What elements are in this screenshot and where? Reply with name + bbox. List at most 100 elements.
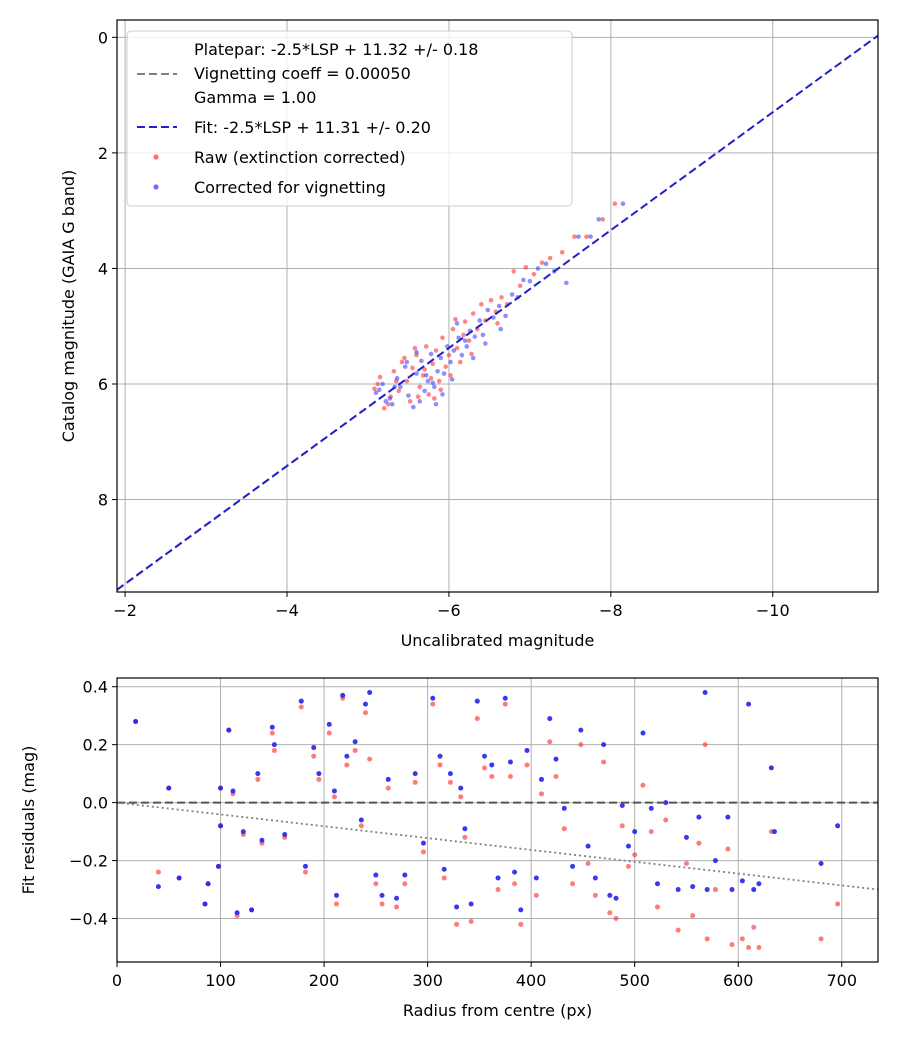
data-point-1-9 bbox=[414, 371, 419, 376]
data-point-0-56 bbox=[533, 892, 539, 898]
data-point-1-53 bbox=[414, 349, 419, 355]
legend-entry-3: Fit: -2.5*LSP + 11.31 +/- 0.20 bbox=[194, 118, 431, 137]
data-point-1-59 bbox=[553, 756, 559, 762]
data-point-1-39 bbox=[430, 695, 436, 701]
data-point-1-6 bbox=[215, 863, 221, 869]
data-point-1-74 bbox=[663, 800, 669, 806]
legend: Platepar: -2.5*LSP + 11.32 +/- 0.18 Vigne… bbox=[126, 30, 573, 207]
data-point-0-51 bbox=[502, 701, 508, 707]
plot-area bbox=[117, 689, 878, 951]
data-point-1-34 bbox=[385, 776, 391, 782]
data-point-1-4 bbox=[394, 375, 400, 381]
data-point-1-68 bbox=[619, 803, 625, 809]
data-point-0-57 bbox=[539, 791, 545, 797]
data-point-1-26 bbox=[477, 318, 482, 323]
data-point-0-26 bbox=[470, 311, 476, 316]
data-point-1-2 bbox=[166, 785, 172, 791]
data-point-1-30 bbox=[496, 303, 502, 309]
data-point-1-69 bbox=[625, 843, 631, 849]
data-point-0-62 bbox=[578, 742, 584, 748]
data-point-1-56 bbox=[533, 875, 539, 881]
data-point-1-8 bbox=[218, 823, 224, 829]
data-point-1-84 bbox=[739, 878, 745, 884]
data-point-0-13 bbox=[423, 344, 429, 349]
data-point-0-38 bbox=[420, 849, 426, 855]
data-point-1-55 bbox=[377, 387, 382, 393]
data-point-0-44 bbox=[458, 794, 464, 800]
data-point-1-4 bbox=[202, 901, 208, 907]
series-0 bbox=[372, 201, 618, 411]
data-point-1-35 bbox=[394, 895, 400, 901]
data-point-1-41 bbox=[588, 234, 593, 239]
data-point-1-25 bbox=[472, 334, 478, 339]
data-point-0-80 bbox=[704, 936, 710, 942]
y-tick-label-2: 0.0 bbox=[83, 794, 108, 813]
data-point-1-54 bbox=[518, 907, 524, 913]
data-point-1-42 bbox=[447, 771, 453, 777]
x-tick-label-6: 600 bbox=[723, 971, 754, 990]
data-point-0-28 bbox=[479, 301, 484, 307]
y-tick-label-4: 8 bbox=[98, 491, 108, 510]
data-point-1-51 bbox=[462, 338, 468, 343]
data-point-0-54 bbox=[518, 921, 524, 927]
y-tick-label-0: 0 bbox=[98, 28, 108, 47]
data-point-1-1 bbox=[155, 884, 161, 890]
data-point-0-46 bbox=[468, 918, 474, 924]
data-point-1-10 bbox=[230, 788, 236, 794]
y-tick-label-1: 2 bbox=[98, 144, 108, 163]
data-point-1-10 bbox=[419, 358, 424, 364]
data-point-0-27 bbox=[344, 762, 350, 768]
data-point-0-20 bbox=[302, 869, 308, 875]
data-point-0-23 bbox=[457, 359, 463, 365]
data-point-1-27 bbox=[344, 753, 350, 759]
data-point-1-79 bbox=[702, 689, 708, 695]
data-point-1-65 bbox=[601, 742, 607, 748]
data-point-1-6 bbox=[402, 364, 408, 369]
data-point-0-34 bbox=[385, 785, 391, 791]
data-point-0-28 bbox=[352, 747, 358, 753]
data-point-1-91 bbox=[835, 823, 841, 829]
data-point-1-23 bbox=[326, 721, 332, 727]
data-point-1-16 bbox=[269, 724, 275, 730]
data-point-1-12 bbox=[240, 829, 246, 835]
data-point-1-3 bbox=[176, 875, 182, 881]
data-point-1-67 bbox=[613, 895, 619, 901]
data-point-0-66 bbox=[607, 910, 613, 916]
data-point-0-29 bbox=[358, 823, 364, 829]
x-tick-label-5: 500 bbox=[619, 971, 650, 990]
data-point-1-83 bbox=[729, 887, 735, 893]
data-point-1-44 bbox=[458, 785, 464, 791]
data-point-0-31 bbox=[367, 756, 373, 762]
data-point-1-0 bbox=[133, 718, 139, 724]
data-point-1-31 bbox=[503, 313, 508, 319]
data-point-1-37 bbox=[412, 771, 418, 777]
data-point-0-41 bbox=[572, 234, 577, 239]
data-point-0-23 bbox=[326, 730, 332, 736]
data-point-1-38 bbox=[420, 840, 426, 846]
data-point-1-82 bbox=[725, 814, 731, 820]
data-point-0-19 bbox=[443, 364, 448, 369]
data-point-1-56 bbox=[498, 326, 504, 332]
data-point-0-47 bbox=[428, 375, 434, 381]
data-point-0-70 bbox=[632, 852, 638, 858]
data-point-0-35 bbox=[394, 904, 400, 910]
data-point-0-54 bbox=[412, 345, 418, 351]
data-point-1-28 bbox=[485, 307, 491, 313]
data-point-1-34 bbox=[521, 277, 526, 283]
data-point-0-56 bbox=[375, 381, 380, 387]
data-point-1-37 bbox=[543, 261, 549, 267]
data-point-1-33 bbox=[379, 892, 385, 898]
data-point-0-30 bbox=[362, 710, 368, 716]
data-point-0-63 bbox=[585, 860, 591, 866]
series-1 bbox=[373, 201, 626, 410]
data-point-1-18 bbox=[282, 831, 288, 837]
data-point-1-59 bbox=[483, 341, 488, 346]
data-point-1-22 bbox=[316, 771, 322, 777]
data-point-0-87 bbox=[756, 945, 762, 951]
data-point-1-1 bbox=[380, 381, 385, 387]
data-point-0-40 bbox=[437, 762, 443, 768]
data-point-1-75 bbox=[675, 887, 681, 893]
data-point-0-5 bbox=[396, 388, 402, 394]
